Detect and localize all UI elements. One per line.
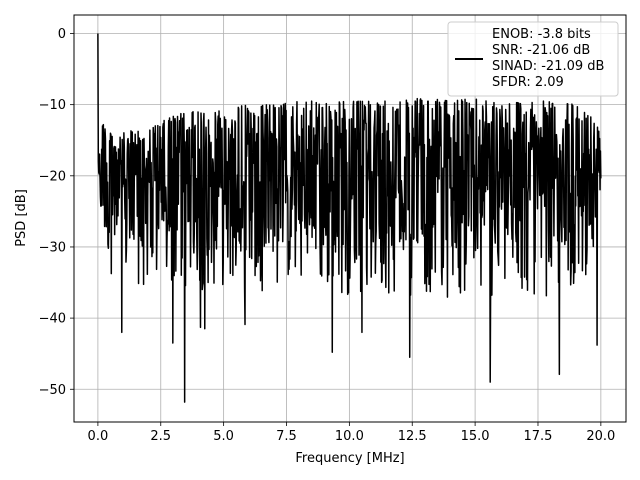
y-tick-label: −40: [39, 312, 66, 327]
x-tick-label: 12.5: [398, 429, 427, 444]
x-tick-label: 10.0: [335, 429, 364, 444]
y-axis-label: PSD [dB]: [14, 189, 29, 247]
y-axis: 0 −10 −20 −30 −40 −50: [39, 27, 74, 398]
y-tick-label: −10: [39, 98, 66, 113]
plot-area: [97, 33, 602, 403]
legend-box: [447, 21, 619, 97]
x-tick-label: 2.5: [150, 429, 171, 444]
x-axis: 0.0 2.5 5.0 7.5 10.0 12.5 15.0 17.5 20.0: [88, 422, 615, 444]
legend-enob: ENOB: -3.8 bits: [492, 27, 591, 42]
x-tick-label: 15.0: [461, 429, 490, 444]
x-tick-label: 5.0: [213, 429, 234, 444]
psd-series-line: [97, 33, 602, 403]
legend: ENOB: -3.8 bits SNR: -21.06 dB SINAD: -2…: [447, 21, 619, 97]
x-tick-label: 17.5: [524, 429, 553, 444]
y-tick-label: −20: [39, 169, 66, 184]
axes-frame: [73, 14, 627, 423]
x-axis-label: Frequency [MHz]: [295, 451, 404, 466]
x-tick-label: 20.0: [586, 429, 615, 444]
y-tick-label: 0: [58, 27, 66, 42]
legend-sinad: SINAD: -21.09 dB: [492, 59, 604, 74]
legend-sfdr: SFDR: 2.09: [492, 75, 564, 90]
y-tick-label: −30: [39, 240, 66, 255]
x-tick-label: 0.0: [88, 429, 109, 444]
x-tick-label: 7.5: [276, 429, 297, 444]
y-tick-label: −50: [39, 383, 66, 398]
legend-snr: SNR: -21.06 dB: [492, 43, 590, 58]
